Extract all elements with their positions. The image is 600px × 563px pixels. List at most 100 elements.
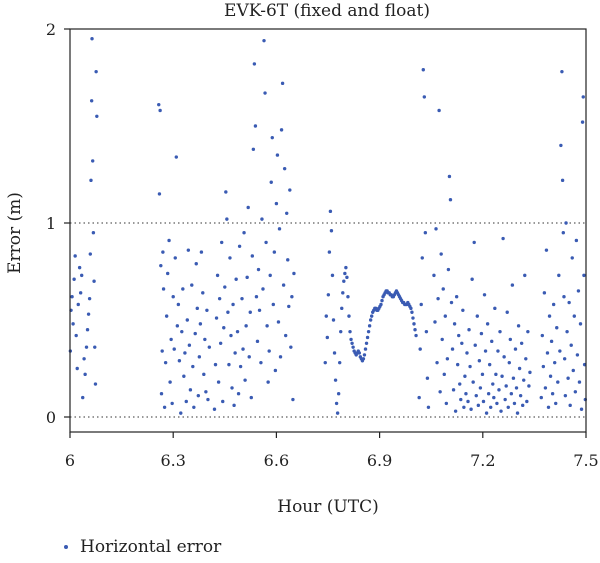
data-point (517, 366, 522, 371)
data-point (469, 407, 473, 411)
data-point (450, 347, 455, 351)
data-point (188, 388, 193, 392)
data-point (439, 252, 443, 256)
data-point (166, 271, 170, 276)
y-tick-label: 0 (46, 408, 56, 427)
y-tick-label: 2 (46, 20, 56, 39)
data-point (340, 306, 344, 311)
data-point (237, 244, 242, 248)
data-point (263, 91, 267, 95)
data-point (364, 341, 369, 345)
data-point (554, 401, 558, 406)
data-point (261, 287, 265, 291)
data-point (330, 273, 335, 278)
data-point (474, 393, 478, 398)
data-point (265, 324, 269, 328)
data-point (266, 380, 270, 384)
data-point (578, 322, 583, 326)
data-point (511, 376, 516, 380)
data-point (202, 372, 206, 377)
data-point (327, 250, 332, 254)
data-point (91, 231, 96, 235)
data-point (160, 349, 164, 353)
data-point (204, 390, 208, 394)
data-point (551, 302, 556, 307)
data-point (465, 351, 469, 355)
data-point (487, 362, 492, 367)
data-point (242, 231, 246, 235)
data-point (230, 386, 234, 390)
data-point (514, 386, 519, 390)
data-point (349, 337, 353, 342)
data-point (419, 302, 423, 307)
data-point (540, 333, 545, 338)
data-point (457, 333, 461, 338)
data-point (273, 368, 278, 373)
data-point (479, 331, 484, 336)
data-point (477, 359, 482, 363)
data-point (363, 347, 368, 351)
data-point (509, 392, 514, 396)
data-point (489, 405, 493, 409)
x-tick-label: 7.2 (470, 451, 495, 470)
data-point (82, 357, 86, 361)
data-point (206, 397, 210, 402)
data-point (443, 314, 447, 318)
data-point (521, 403, 525, 408)
data-point (493, 306, 497, 311)
data-point (169, 337, 173, 342)
x-axis-ticks: 6 6.3 6.6 6.9 7.2 7.5 (65, 432, 599, 470)
data-point (496, 349, 500, 353)
data-point (362, 353, 367, 357)
legend-label: Horizontal error (80, 537, 222, 557)
data-point (502, 355, 506, 359)
data-point (213, 362, 218, 367)
data-point (444, 401, 449, 406)
data-point (217, 296, 222, 301)
data-point (84, 345, 89, 349)
data-point (348, 329, 352, 334)
data-point (410, 310, 414, 314)
data-point (95, 114, 99, 119)
data-point (223, 285, 227, 289)
data-point (282, 166, 287, 171)
data-point (470, 277, 474, 281)
data-point (277, 227, 282, 231)
data-point (547, 314, 552, 318)
data-point (564, 221, 568, 225)
data-point (486, 392, 491, 396)
data-point (526, 329, 530, 334)
data-point (86, 312, 91, 316)
data-point (177, 359, 182, 363)
data-point (199, 250, 204, 254)
data-point (512, 401, 517, 406)
reference-lines (70, 222, 586, 418)
data-point (528, 370, 532, 375)
data-point (424, 329, 429, 334)
data-point (174, 155, 178, 159)
data-point (77, 265, 82, 270)
data-point (459, 397, 463, 402)
data-point (576, 289, 581, 293)
data-point (83, 372, 87, 377)
data-point (341, 291, 345, 295)
data-point (80, 273, 84, 278)
data-point (412, 322, 416, 326)
data-point (270, 135, 274, 140)
data-point (490, 339, 494, 344)
data-point (480, 372, 485, 377)
data-point (275, 153, 280, 157)
data-point (335, 411, 340, 415)
data-point (172, 347, 176, 351)
data-point (558, 349, 562, 353)
data-point (164, 314, 169, 318)
legend: Horizontal error (64, 537, 221, 557)
data-point (345, 275, 349, 280)
data-point (271, 302, 275, 307)
data-point (497, 388, 501, 392)
data-point (527, 384, 531, 388)
data-point (171, 295, 175, 299)
data-point (205, 308, 209, 312)
data-point (196, 393, 201, 398)
data-point (243, 378, 247, 382)
